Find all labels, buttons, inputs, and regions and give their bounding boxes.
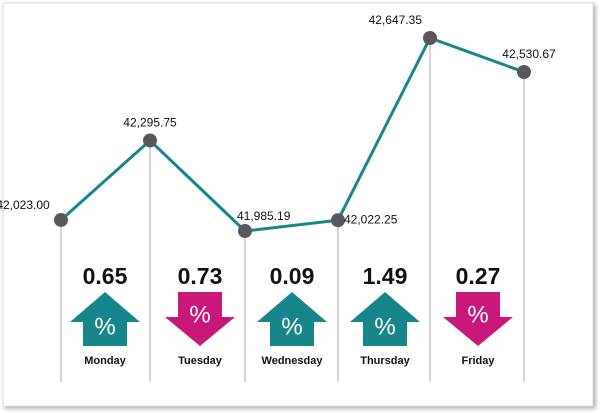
point <box>143 133 157 148</box>
change-value: 0.65 <box>83 263 128 289</box>
down-arrow <box>165 292 235 346</box>
percent-sign: % <box>374 313 395 340</box>
index-line <box>60 36 525 233</box>
point <box>54 212 68 227</box>
percent-sign: % <box>281 313 302 340</box>
up-arrow <box>257 292 327 346</box>
value-label: 42,295.75 <box>123 116 177 130</box>
day-label: Wednesday <box>262 355 324 367</box>
day-label: Tuesday <box>178 355 223 367</box>
up-arrow <box>70 292 140 346</box>
day-label: Friday <box>461 355 495 367</box>
percent-sign: % <box>189 301 210 328</box>
value-label: 42,023.00 <box>0 198 50 212</box>
change-value: 0.27 <box>456 263 501 289</box>
day-label: Monday <box>84 355 126 367</box>
point <box>517 65 531 80</box>
value-label: 42,530.67 <box>502 47 556 61</box>
value-label: 42,022.25 <box>344 212 398 226</box>
percent-sign: % <box>94 313 115 340</box>
value-label: 42,647.35 <box>369 13 423 27</box>
percent-sign: % <box>467 301 488 328</box>
value-label: 41,985.19 <box>237 209 291 223</box>
point <box>331 213 345 228</box>
up-arrow <box>350 292 420 346</box>
change-value: 0.09 <box>270 263 315 289</box>
down-arrow <box>443 292 513 346</box>
change-value: 0.73 <box>178 263 223 289</box>
point <box>238 224 252 238</box>
day-label: Thursday <box>360 355 410 367</box>
change-value: 1.49 <box>363 263 408 289</box>
point <box>423 31 437 45</box>
